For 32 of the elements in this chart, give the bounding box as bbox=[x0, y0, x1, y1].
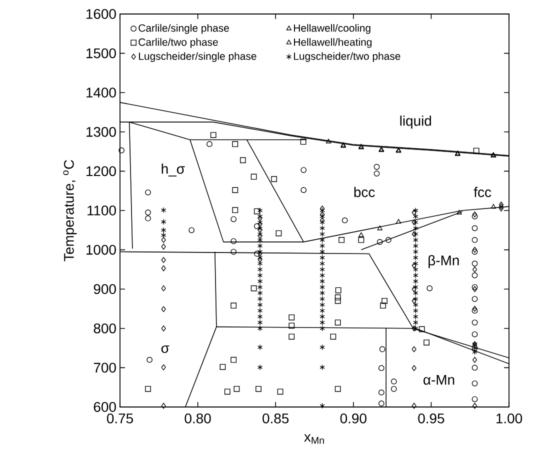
annotation: liquid bbox=[400, 116, 432, 129]
legend-label: Carlile/two phase bbox=[138, 38, 218, 48]
y-tick-label: 800 bbox=[94, 323, 116, 334]
annotation: h_σ bbox=[162, 164, 185, 176]
y-tick-label: 600 bbox=[94, 402, 116, 412]
legend-label: Lugscheider/two phase bbox=[294, 52, 400, 62]
legend-label: Hellawell/heating bbox=[294, 38, 372, 48]
annotation: bcc bbox=[354, 186, 375, 198]
x-tick-label: 0.75 bbox=[106, 414, 133, 424]
y-tick-label: 1200 bbox=[86, 166, 116, 176]
x-axis-title: x$_{Mn}$ bbox=[304, 434, 324, 444]
y-tick-label: 1600 bbox=[86, 9, 116, 19]
y-tick-label: 1500 bbox=[86, 48, 116, 58]
y-axis-title: Temperature, $^{o}$C bbox=[63, 160, 77, 262]
y-tick-label: 1100 bbox=[88, 206, 116, 216]
y-tick-label: 1000 bbox=[86, 244, 116, 255]
legend-label: Hellawell/cooling bbox=[294, 24, 370, 34]
annotation: σ bbox=[161, 345, 170, 353]
y-tick-label: 900 bbox=[94, 284, 116, 294]
x-tick-label: 0.80 bbox=[184, 414, 211, 424]
annotation: α-Mn bbox=[424, 375, 454, 385]
legend-label: Lugscheider/single phase bbox=[139, 52, 256, 62]
annotation: β-Mn bbox=[428, 255, 459, 268]
annotation: fcc bbox=[474, 186, 492, 198]
y-tick-label: 1300 bbox=[86, 126, 116, 137]
y-tick-label: 700 bbox=[94, 362, 116, 373]
y-tick-label: 1400 bbox=[86, 88, 116, 98]
legend-label: Carlile/single phase bbox=[138, 24, 229, 34]
x-tick-label: 0.90 bbox=[340, 414, 366, 424]
x-tick-label: 1.00 bbox=[496, 414, 522, 424]
x-tick-label: 0.95 bbox=[418, 414, 444, 424]
x-tick-label: 0.85 bbox=[262, 414, 289, 424]
